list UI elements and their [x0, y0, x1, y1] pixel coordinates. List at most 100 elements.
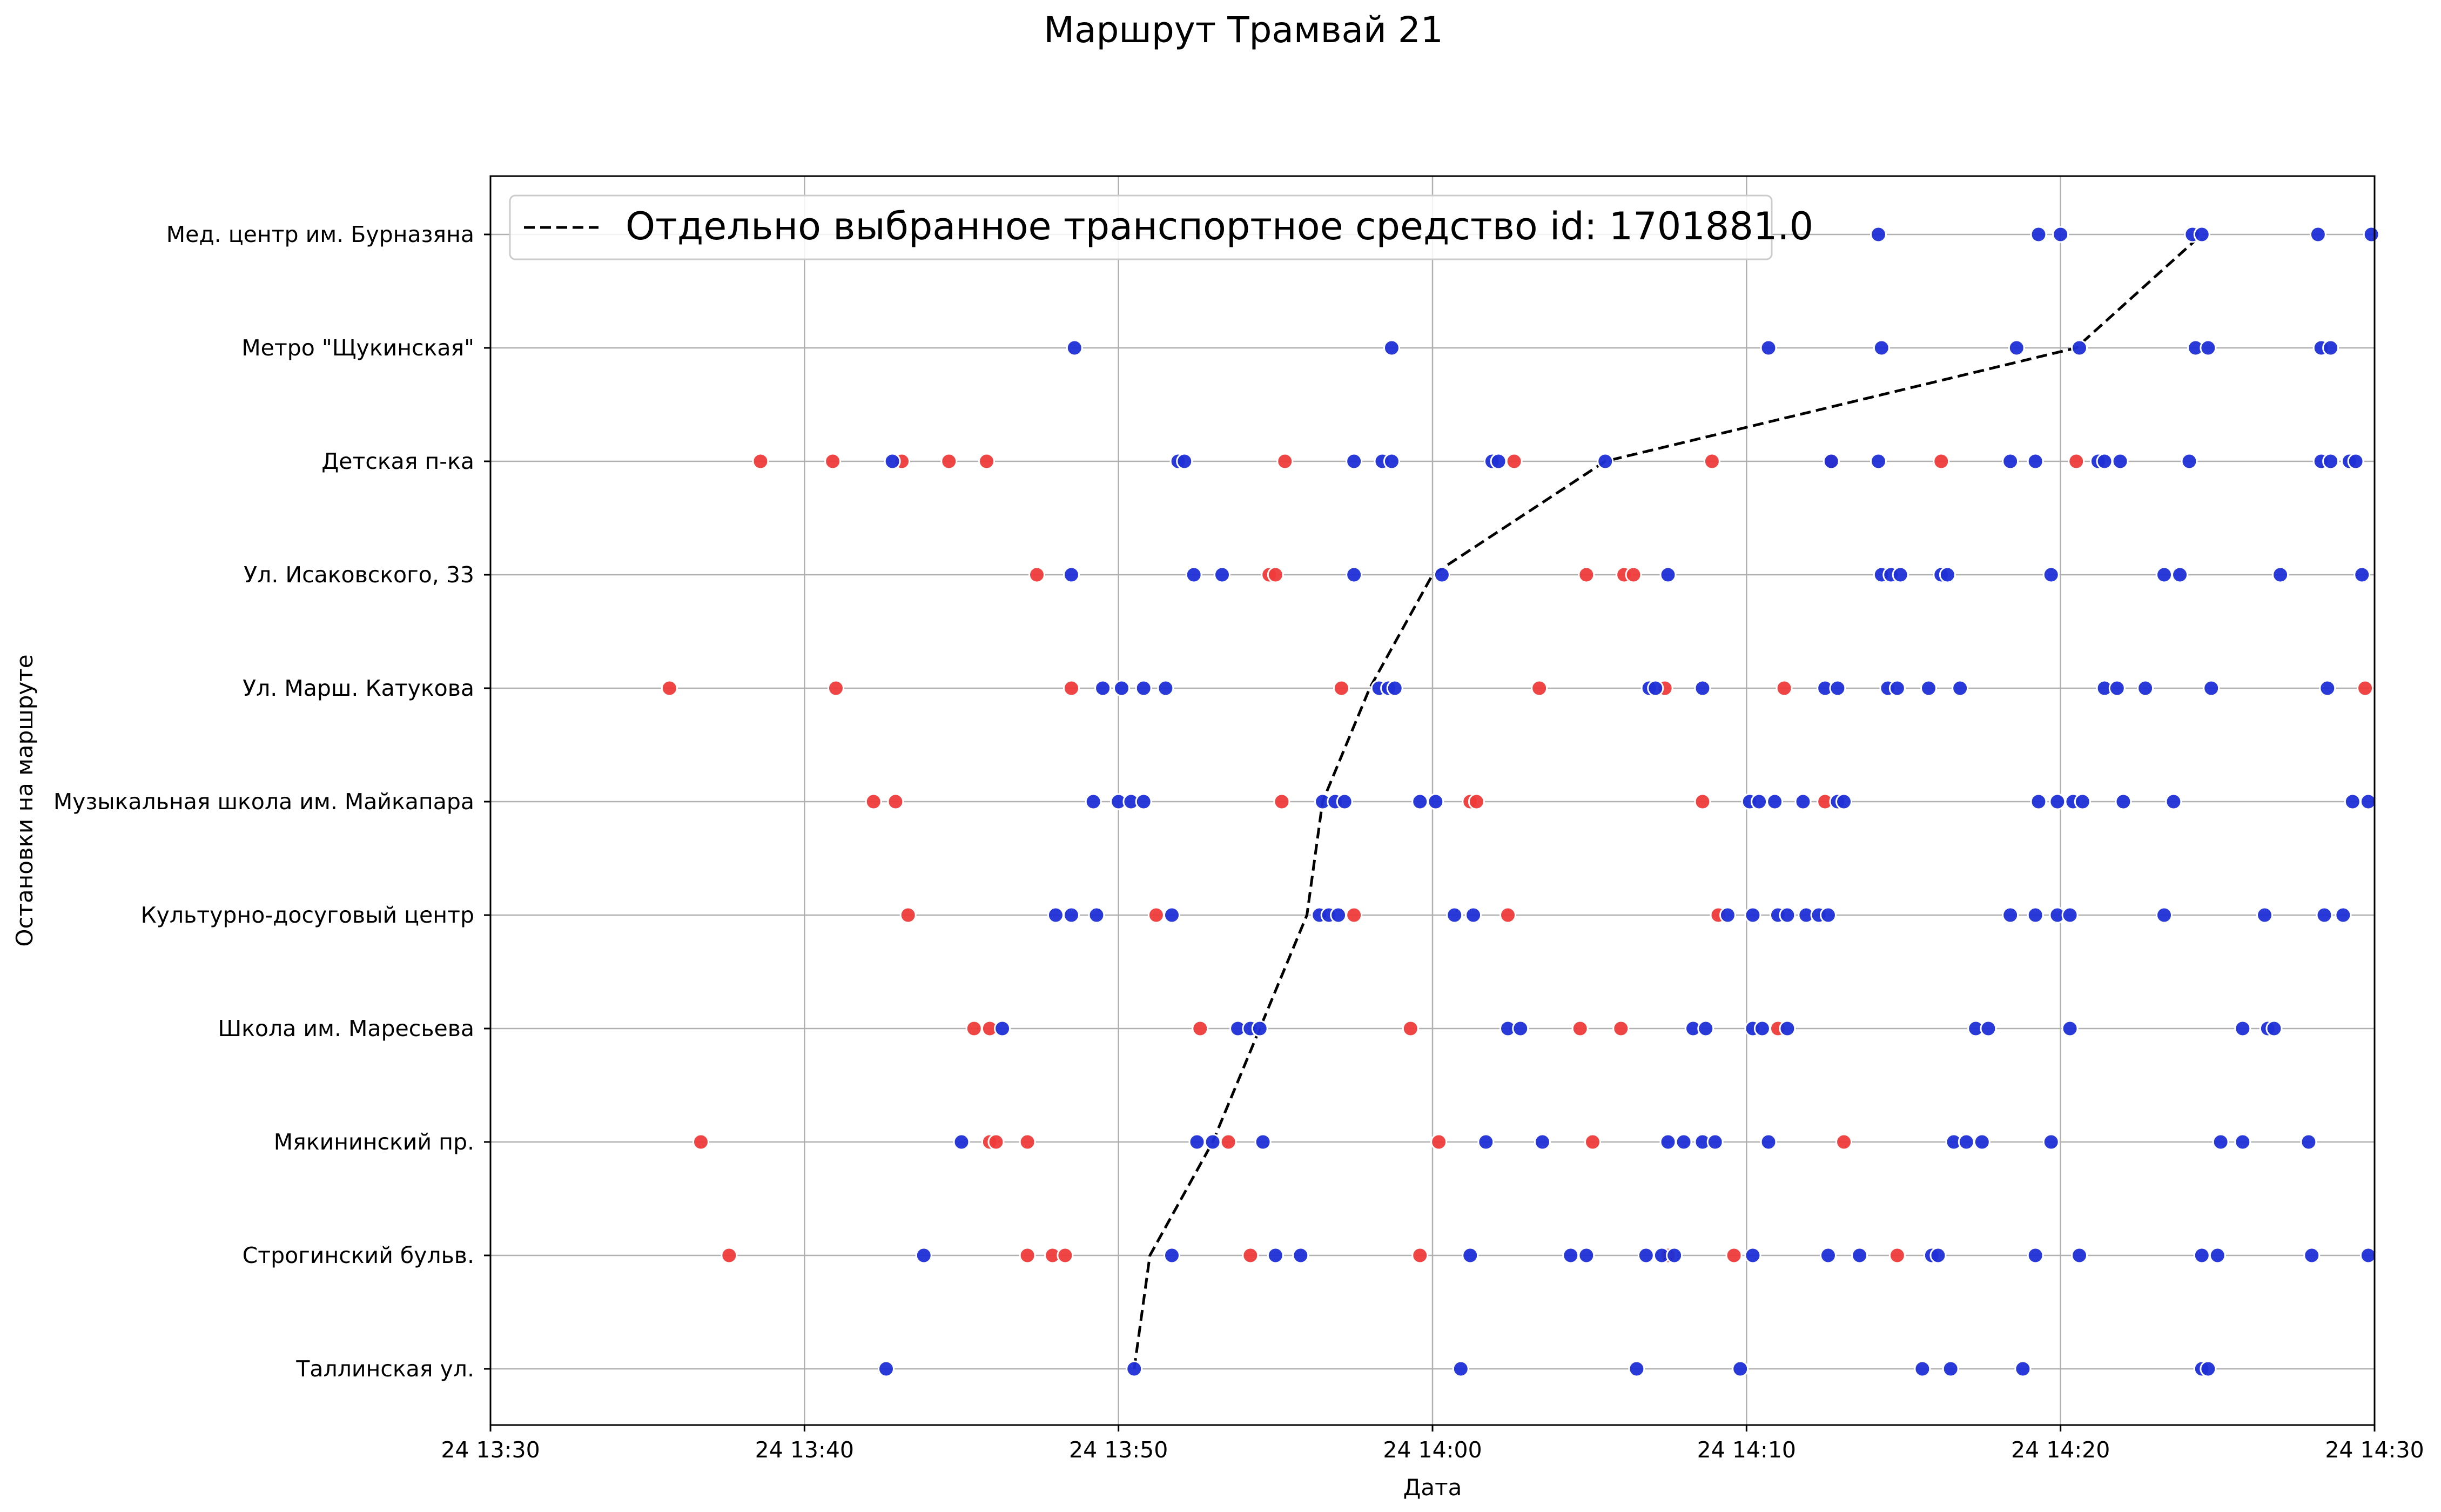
y-tick-label: Метро "Щукинская"	[241, 335, 474, 361]
observation-point-blue	[953, 1133, 970, 1151]
observation-point-blue	[2052, 226, 2069, 243]
observation-point-red	[1612, 1020, 1630, 1037]
observation-point-blue	[1819, 906, 1837, 924]
observation-point-blue	[1490, 453, 1507, 470]
observation-point-blue	[1942, 1360, 1959, 1377]
observation-point-blue	[1914, 1360, 1931, 1377]
observation-point-blue	[2181, 453, 2198, 470]
observation-point-red	[1505, 453, 1523, 470]
observation-point-blue	[2074, 793, 2091, 810]
observation-point-blue	[1873, 339, 1890, 357]
plot-frame	[489, 175, 2376, 1426]
observation-point-blue	[1336, 793, 1353, 810]
observation-point-blue	[2309, 226, 2326, 243]
observation-point-blue	[1929, 1247, 1947, 1264]
observation-point-blue	[1697, 1020, 1714, 1037]
observation-point-red	[1578, 566, 1595, 583]
observation-point-red	[1430, 1133, 1448, 1151]
observation-point-blue	[1819, 1247, 1837, 1264]
observation-point-red	[721, 1247, 738, 1264]
observation-point-red	[1192, 1020, 1209, 1037]
observation-point-red	[1028, 566, 1046, 583]
observation-point-red	[1019, 1247, 1036, 1264]
observation-point-blue	[1452, 1360, 1469, 1377]
observation-point-blue	[1888, 680, 1906, 697]
observation-point-blue	[2002, 453, 2019, 470]
y-tick-label: Ул. Исаковского, 33	[244, 562, 474, 588]
observation-point-blue	[1694, 680, 1711, 697]
observation-point-red	[1933, 453, 1950, 470]
observation-point-blue	[2156, 566, 2173, 583]
y-tick-label: Мякининский пр.	[274, 1129, 474, 1155]
observation-point-red	[1267, 566, 1284, 583]
legend-box	[509, 194, 1773, 260]
observation-point-red	[1531, 680, 1548, 697]
observation-point-blue	[1066, 339, 1083, 357]
observation-point-blue	[1760, 339, 1777, 357]
observation-point-blue	[2027, 1247, 2044, 1264]
observation-point-red	[940, 453, 958, 470]
observation-point-red	[1835, 1133, 1853, 1151]
observation-point-blue	[1870, 453, 1887, 470]
legend-entry: Отдельно выбранное транспортное средство…	[626, 204, 1813, 248]
observation-point-blue	[2042, 566, 2060, 583]
observation-point-blue	[1766, 793, 1784, 810]
observation-point-blue	[2193, 226, 2210, 243]
observation-point-blue	[2112, 453, 2129, 470]
observation-point-blue	[2322, 339, 2339, 357]
observation-point-blue	[1512, 1020, 1529, 1037]
observation-point-blue	[1760, 1133, 1777, 1151]
x-tick-label: 24 14:30	[2325, 1437, 2424, 1463]
observation-point-blue	[1939, 566, 1956, 583]
y-tick-label: Культурно-досуговый центр	[140, 902, 474, 928]
observation-point-blue	[1135, 680, 1152, 697]
observation-point-blue	[915, 1247, 932, 1264]
observation-point-blue	[1751, 793, 1768, 810]
observation-point-blue	[1383, 453, 1400, 470]
observation-point-blue	[2096, 453, 2113, 470]
x-tick-label: 24 13:30	[441, 1437, 540, 1463]
observation-point-blue	[2347, 453, 2364, 470]
observation-point-blue	[2256, 906, 2274, 924]
observation-point-blue	[2359, 1247, 2377, 1264]
observation-point-red	[1499, 906, 1517, 924]
observation-point-blue	[1823, 453, 1840, 470]
observation-point-blue	[1719, 906, 1736, 924]
observation-point-blue	[1094, 680, 1112, 697]
observation-point-blue	[2203, 680, 2220, 697]
observation-point-blue	[1292, 1247, 1309, 1264]
observation-point-blue	[1346, 566, 1363, 583]
x-tick-label: 24 14:10	[1697, 1437, 1796, 1463]
observation-point-blue	[1185, 566, 1202, 583]
observation-point-red	[1694, 793, 1711, 810]
observation-point-blue	[1063, 906, 1080, 924]
observation-point-blue	[1214, 566, 1231, 583]
observation-point-blue	[994, 1020, 1011, 1037]
observation-point-blue	[1732, 1360, 1749, 1377]
observation-point-red	[899, 906, 917, 924]
observation-point-blue	[1267, 1247, 1284, 1264]
observation-point-blue	[1346, 453, 1363, 470]
observation-point-blue	[1163, 906, 1180, 924]
observation-point-blue	[1534, 1133, 1551, 1151]
y-tick-label: Школа им. Маресьева	[218, 1016, 474, 1041]
observation-point-blue	[1952, 680, 1969, 697]
observation-point-blue	[2322, 453, 2339, 470]
observation-point-blue	[1744, 906, 1761, 924]
observation-point-blue	[1427, 793, 1444, 810]
observation-point-blue	[1851, 1247, 1868, 1264]
observation-point-blue	[1892, 566, 1909, 583]
observation-point-blue	[2014, 1360, 2032, 1377]
observation-point-blue	[1706, 1133, 1724, 1151]
chart-title: Маршрут Трамвай 21	[1044, 9, 1443, 51]
x-axis-label: Дата	[1403, 1474, 1462, 1501]
observation-point-blue	[2344, 793, 2361, 810]
observation-point-blue	[1135, 793, 1152, 810]
observation-point-blue	[2115, 793, 2132, 810]
observation-point-blue	[1411, 793, 1429, 810]
observation-point-blue	[2363, 226, 2380, 243]
observation-point-blue	[1254, 1133, 1272, 1151]
y-tick-label: Детская п-ка	[321, 448, 474, 474]
observation-point-blue	[2265, 1020, 2283, 1037]
observation-point-blue	[2212, 1133, 2229, 1151]
